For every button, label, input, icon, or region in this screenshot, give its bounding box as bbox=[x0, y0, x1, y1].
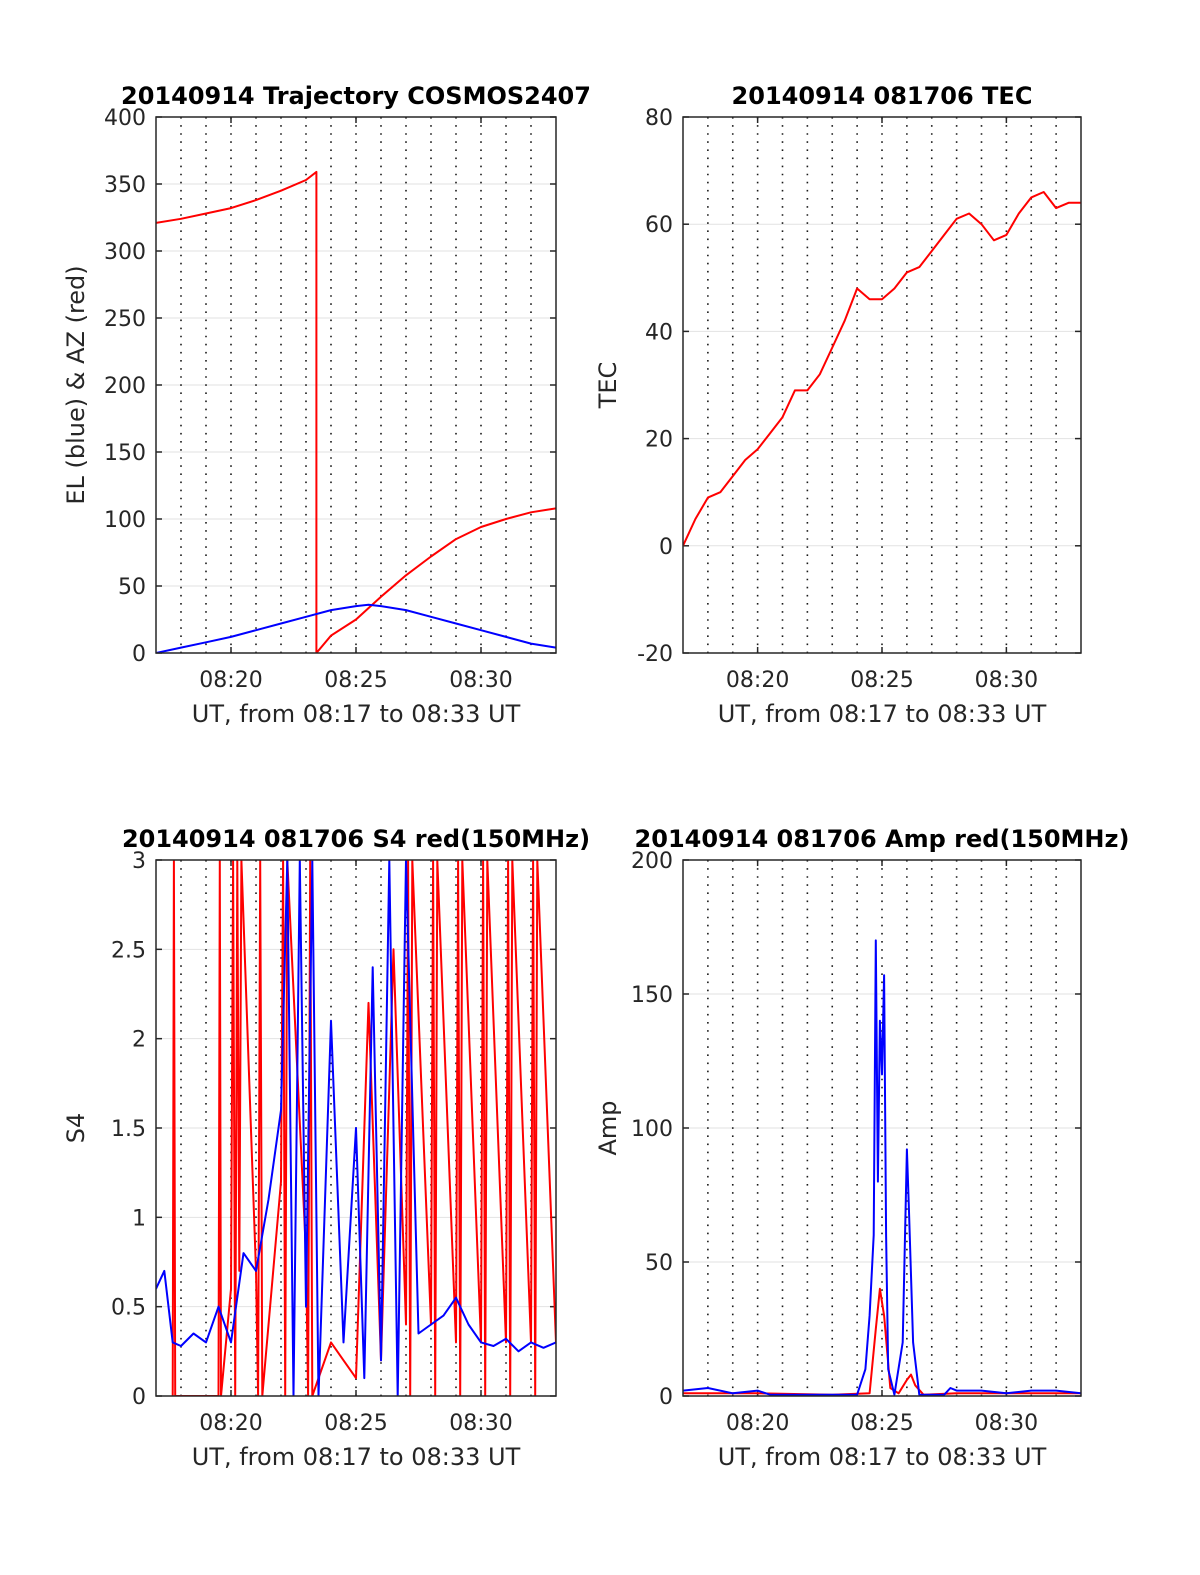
series-line-el bbox=[156, 603, 556, 653]
y-tick-label: 100 bbox=[104, 508, 146, 533]
y-tick-label: 1 bbox=[132, 1206, 146, 1231]
y-tick-label: -20 bbox=[637, 642, 673, 667]
x-tick-label: 08:30 bbox=[975, 668, 1038, 693]
y-axis-label: EL (blue) & AZ (red) bbox=[62, 265, 90, 504]
plot-frame bbox=[682, 859, 1082, 1397]
y-tick-label: 60 bbox=[645, 213, 673, 238]
series-line-blue bbox=[156, 860, 556, 1396]
x-tick-label: 08:20 bbox=[726, 1411, 789, 1436]
y-tick-label: 350 bbox=[104, 173, 146, 198]
y-tick-label: 0 bbox=[132, 1385, 146, 1410]
y-axis-label: S4 bbox=[62, 1113, 90, 1144]
y-tick-label: 100 bbox=[631, 1117, 673, 1142]
x-tick-label: 08:20 bbox=[199, 1411, 262, 1436]
y-tick-label: 200 bbox=[104, 374, 146, 399]
plot-frame bbox=[682, 116, 1082, 654]
x-tick-label: 08:20 bbox=[726, 668, 789, 693]
y-tick-label: 150 bbox=[104, 441, 146, 466]
y-tick-label: 250 bbox=[104, 307, 146, 332]
y-tick-label: 2.5 bbox=[111, 938, 146, 963]
y-tick-label: 1.5 bbox=[111, 1117, 146, 1142]
y-tick-label: 200 bbox=[631, 849, 673, 874]
y-tick-label: 0.5 bbox=[111, 1296, 146, 1321]
y-tick-label: 0 bbox=[659, 535, 673, 560]
x-tick-label: 08:30 bbox=[449, 668, 512, 693]
x-axis-label: UT, from 08:17 to 08:33 UT bbox=[192, 700, 521, 728]
series-line-tec bbox=[683, 191, 1081, 547]
y-axis-label: TEC bbox=[594, 362, 622, 410]
y-tick-label: 150 bbox=[631, 983, 673, 1008]
y-tick-label: 300 bbox=[104, 240, 146, 265]
x-tick-label: 08:25 bbox=[324, 1411, 387, 1436]
series-line-az bbox=[156, 170, 556, 653]
y-tick-label: 2 bbox=[132, 1028, 146, 1053]
x-tick-label: 08:30 bbox=[975, 1411, 1038, 1436]
y-tick-label: 50 bbox=[645, 1251, 673, 1276]
plot-frame bbox=[155, 116, 557, 654]
chart-title: 20140914 081706 S4 red(150MHz) bbox=[122, 825, 590, 853]
y-tick-label: 400 bbox=[104, 106, 146, 131]
x-axis-label: UT, from 08:17 to 08:33 UT bbox=[718, 1443, 1047, 1471]
x-axis-label: UT, from 08:17 to 08:33 UT bbox=[192, 1443, 521, 1471]
series-line-red bbox=[171, 860, 556, 1396]
plot-frame bbox=[155, 859, 557, 1397]
y-tick-label: 20 bbox=[645, 428, 673, 453]
chart-title: 20140914 081706 Amp red(150MHz) bbox=[635, 825, 1130, 853]
panel-1: 0 50 100 150 200 250 300 350 400 08:20 08:25 08:30 2… bbox=[62, 82, 591, 728]
y-tick-label: 0 bbox=[659, 1385, 673, 1410]
panel-4: 0 50 100 150 200 08:20 08:25 08:30 20140914 0817… bbox=[594, 825, 1129, 1471]
y-axis-label: Amp bbox=[594, 1100, 622, 1155]
x-axis-label: UT, from 08:17 to 08:33 UT bbox=[718, 700, 1047, 728]
x-tick-label: 08:25 bbox=[324, 668, 387, 693]
panel-2: -20 0 20 40 60 80 08:20 08:25 08:30 20140914 0817… bbox=[594, 82, 1082, 728]
x-tick-label: 08:25 bbox=[850, 668, 913, 693]
x-tick-label: 08:25 bbox=[850, 1411, 913, 1436]
series-line-blue bbox=[683, 939, 1081, 1396]
y-tick-label: 0 bbox=[132, 642, 146, 667]
x-tick-label: 08:20 bbox=[199, 668, 262, 693]
panel-3: 0 0.5 1 1.5 2 2.5 3 08:20 08:25 08:30 20140914 081… bbox=[62, 825, 590, 1471]
y-tick-label: 50 bbox=[118, 575, 146, 600]
chart-title: 20140914 Trajectory COSMOS2407 bbox=[121, 82, 591, 110]
chart-title: 20140914 081706 TEC bbox=[732, 82, 1033, 110]
y-tick-label: 80 bbox=[645, 106, 673, 131]
y-tick-label: 3 bbox=[132, 849, 146, 874]
x-tick-label: 08:30 bbox=[449, 1411, 512, 1436]
y-tick-label: 40 bbox=[645, 320, 673, 345]
